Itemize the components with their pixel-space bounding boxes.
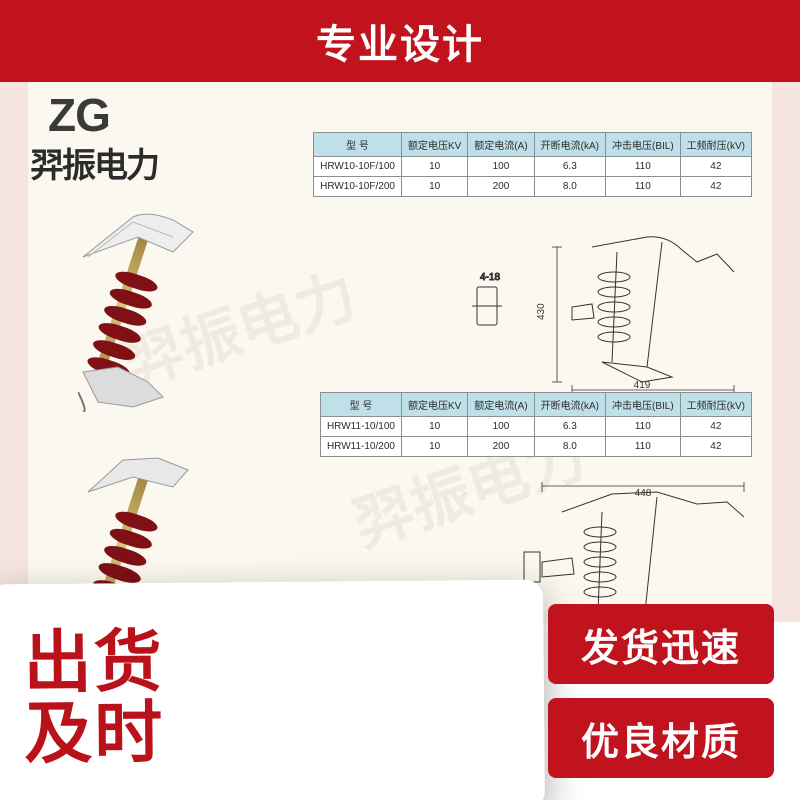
catalogue-page: ZG 羿振电力 羿振电力 羿振电力 型 号 额定电压KV 额定电流(A) 开断电…: [28, 82, 772, 622]
table-row: HRW10-10F/200 10 200 8.0 110 42: [314, 177, 752, 197]
arc-shield-icon: [78, 212, 198, 262]
dim-width: 419: [634, 380, 651, 391]
top-banner: 专业设计: [0, 0, 800, 82]
bottom-hinge-icon: [78, 362, 168, 412]
logo-sub: 羿振电力: [30, 138, 158, 187]
col-current: 额定电流(A): [468, 133, 534, 157]
badge-material: 优良材质: [548, 698, 774, 778]
badge-fast-ship: 发货迅速: [548, 604, 774, 684]
badge-text: 优良材质: [581, 711, 741, 766]
top-banner-text: 专业设计: [316, 12, 484, 70]
spec-table-hrw10: 型 号 额定电压KV 额定电流(A) 开断电流(kA) 冲击电压(BIL) 工频…: [313, 132, 752, 197]
decor-strip-right: [771, 82, 800, 622]
table-row: HRW11-10/200 10 200 8.0 110 42: [320, 437, 751, 457]
col-bil: 冲击电压(BIL): [605, 393, 680, 417]
col-bil: 冲击电压(BIL): [605, 133, 680, 157]
col-model: 型 号: [314, 133, 402, 157]
promo-card: 出货 及时: [0, 580, 545, 800]
decor-strip-left: [0, 82, 29, 622]
promo-line1: 出货: [23, 623, 544, 699]
promo-line2: 及时: [24, 695, 545, 771]
top-clamp-icon: [78, 452, 198, 502]
col-break: 开断电流(kA): [534, 133, 605, 157]
dim-width: 448: [635, 488, 652, 499]
brand-logo: ZG: [48, 88, 110, 142]
table-row: HRW10-10F/100 10 100 6.3 110 42: [314, 157, 752, 177]
col-current: 额定电流(A): [468, 393, 534, 417]
col-model: 型 号: [320, 393, 401, 417]
col-withstand: 工频耐压(kV): [680, 393, 751, 417]
product-photo-hrw10: [48, 212, 258, 422]
col-voltage: 额定电压KV: [401, 133, 467, 157]
badge-text: 发货迅速: [581, 617, 741, 672]
dim-height: 430: [536, 303, 547, 320]
spec-table-hrw11: 型 号 额定电压KV 额定电流(A) 开断电流(kA) 冲击电压(BIL) 工频…: [320, 392, 752, 457]
col-break: 开断电流(kA): [534, 393, 605, 417]
dim-hole: 4-18: [480, 272, 500, 283]
schematic-hrw10: 4-18: [472, 232, 752, 392]
col-voltage: 额定电压KV: [401, 393, 467, 417]
table-row: HRW11-10/100 10 100 6.3 110 42: [320, 417, 751, 437]
logo-main: ZG: [48, 88, 110, 142]
col-withstand: 工频耐压(kV): [680, 133, 751, 157]
